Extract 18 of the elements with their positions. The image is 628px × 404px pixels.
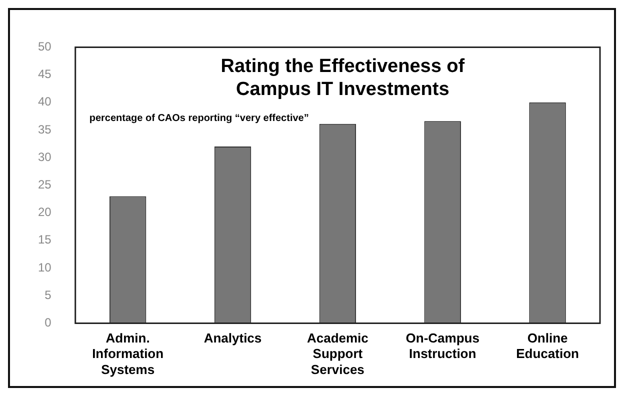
x-tick-label: Admin. Information Systems	[92, 330, 164, 377]
x-tick-label: Academic Support Services	[306, 330, 368, 377]
y-tick-label: 30	[38, 150, 52, 164]
x-tick-label: On-Campus Instruction	[406, 330, 480, 362]
text: percentage of CAOs reporting “very effective”	[89, 112, 309, 124]
y-tick-label: 40	[38, 94, 52, 109]
y-tick-label: 20	[38, 205, 52, 220]
y-tick-label: 45	[38, 67, 52, 82]
y-tick-label: 35	[38, 122, 52, 136]
x-tick-label: Online Education	[516, 330, 580, 362]
text: Rating the Effectiveness of Campus IT Investments	[220, 56, 466, 100]
x-tick-label: Analytics	[204, 330, 262, 346]
y-tick-label: 5	[44, 288, 52, 302]
y-tick-label: 50	[38, 40, 52, 54]
y-tick-label: 0	[44, 316, 52, 330]
y-tick-label: 25	[38, 178, 52, 192]
y-tick-label: 15	[38, 232, 52, 247]
y-tick-label: 10	[38, 260, 52, 274]
